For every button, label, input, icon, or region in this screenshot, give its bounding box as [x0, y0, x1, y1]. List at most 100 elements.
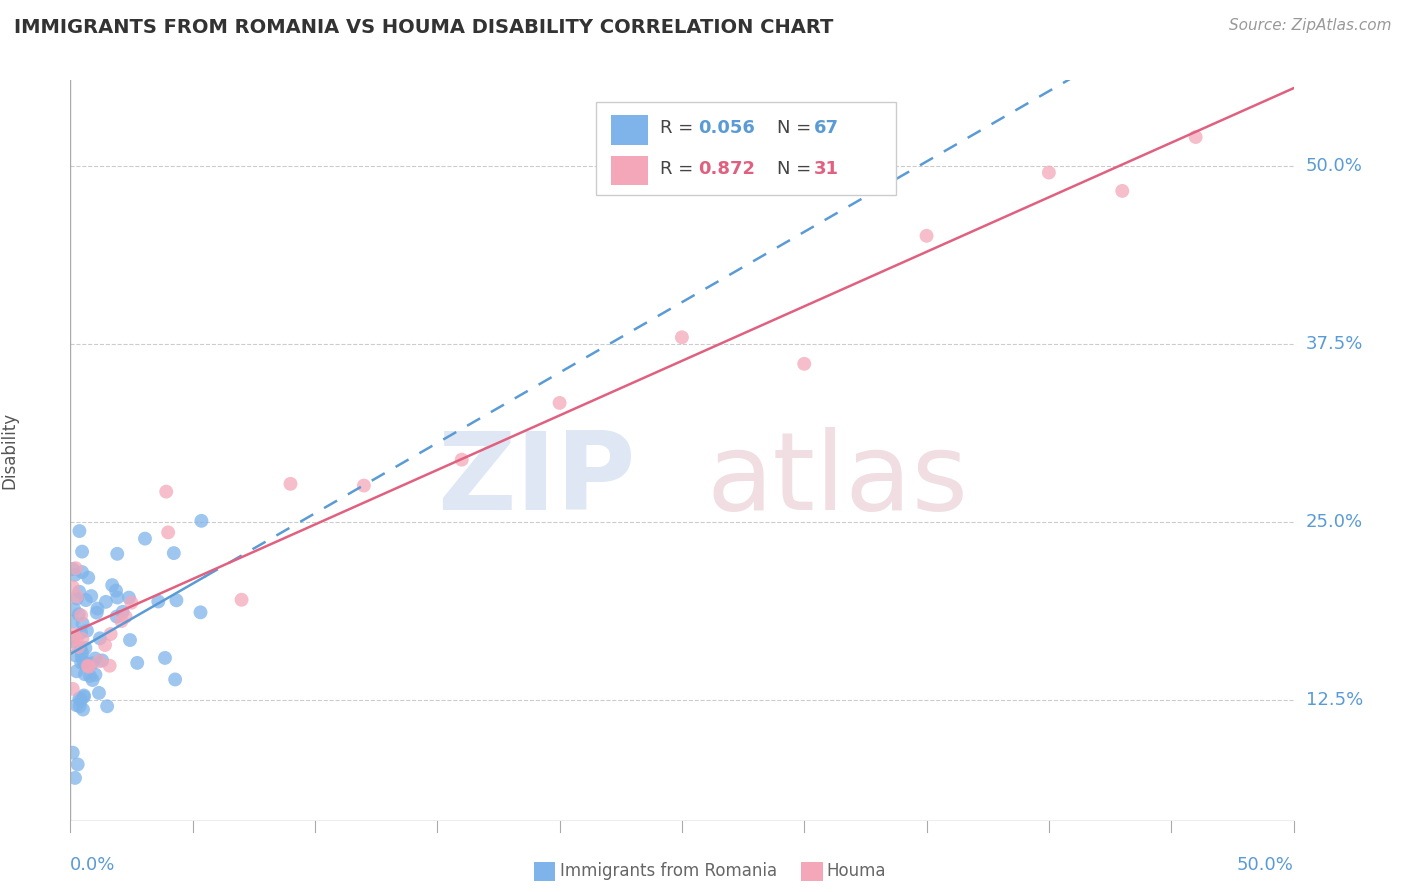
- Point: [153, 651, 176, 665]
- Point: [70, 648, 93, 663]
- Point: [77, 571, 100, 585]
- Point: [69, 641, 91, 656]
- Point: [66, 591, 89, 606]
- Text: 37.5%: 37.5%: [1306, 334, 1364, 352]
- Point: [75, 593, 97, 607]
- Text: Disability: Disability: [0, 412, 18, 489]
- Point: [62, 681, 84, 696]
- Text: R =: R =: [659, 120, 699, 137]
- Point: [94, 595, 117, 609]
- Point: [98, 658, 121, 673]
- Point: [67, 524, 90, 538]
- Point: [82, 673, 104, 687]
- Point: [87, 686, 110, 700]
- Point: [121, 596, 143, 610]
- Point: [155, 484, 177, 499]
- Point: [73, 667, 96, 681]
- Point: [671, 330, 693, 344]
- Point: [190, 605, 212, 619]
- Point: [70, 565, 93, 579]
- FancyBboxPatch shape: [596, 103, 896, 195]
- Point: [548, 396, 571, 410]
- Text: 67: 67: [814, 120, 839, 137]
- Point: [65, 561, 87, 575]
- Text: ZIP: ZIP: [437, 427, 636, 533]
- Text: 50.0%: 50.0%: [1237, 856, 1294, 874]
- Point: [76, 658, 98, 673]
- Point: [62, 631, 84, 645]
- Point: [134, 532, 156, 546]
- FancyBboxPatch shape: [612, 156, 648, 186]
- Point: [69, 699, 91, 714]
- Point: [62, 634, 84, 648]
- Text: 25.0%: 25.0%: [1306, 513, 1362, 531]
- Point: [69, 693, 91, 707]
- Point: [79, 669, 101, 683]
- Text: Immigrants from Romania: Immigrants from Romania: [560, 863, 776, 880]
- Point: [86, 601, 108, 615]
- Text: 50.0%: 50.0%: [1306, 157, 1362, 175]
- Point: [65, 698, 87, 713]
- Point: [165, 673, 187, 687]
- Point: [63, 568, 86, 582]
- Point: [100, 627, 122, 641]
- Point: [114, 609, 136, 624]
- Point: [163, 546, 186, 560]
- Point: [62, 627, 84, 641]
- Text: IMMIGRANTS FROM ROMANIA VS HOUMA DISABILITY CORRELATION CHART: IMMIGRANTS FROM ROMANIA VS HOUMA DISABIL…: [14, 18, 834, 37]
- Text: N =: N =: [778, 161, 817, 178]
- Point: [157, 525, 180, 540]
- Point: [1038, 165, 1060, 179]
- Point: [65, 632, 87, 647]
- Point: [62, 562, 84, 576]
- Text: atlas: atlas: [706, 427, 969, 533]
- Point: [66, 590, 89, 604]
- Text: N =: N =: [778, 120, 817, 137]
- Point: [62, 580, 84, 594]
- Point: [62, 615, 84, 629]
- Point: [96, 699, 118, 714]
- Point: [915, 228, 938, 243]
- Point: [65, 665, 87, 679]
- Point: [110, 614, 132, 628]
- Text: 0.0%: 0.0%: [70, 856, 115, 874]
- Point: [89, 654, 111, 668]
- Text: R =: R =: [659, 161, 699, 178]
- Text: Houma: Houma: [827, 863, 886, 880]
- Point: [73, 689, 96, 703]
- Point: [118, 591, 141, 605]
- Point: [190, 514, 212, 528]
- Point: [101, 578, 124, 592]
- Point: [73, 690, 96, 704]
- Point: [353, 478, 375, 492]
- Point: [148, 594, 170, 608]
- Point: [70, 656, 93, 670]
- Point: [89, 632, 111, 646]
- Point: [94, 638, 117, 652]
- Point: [77, 660, 100, 674]
- Point: [72, 655, 94, 669]
- Point: [73, 656, 96, 670]
- Text: 0.872: 0.872: [697, 161, 755, 178]
- Text: Source: ZipAtlas.com: Source: ZipAtlas.com: [1229, 18, 1392, 33]
- Text: 31: 31: [814, 161, 839, 178]
- Point: [118, 633, 141, 648]
- Point: [63, 771, 86, 785]
- Point: [105, 609, 128, 624]
- Text: 0.056: 0.056: [697, 120, 755, 137]
- Point: [165, 593, 187, 607]
- Point: [65, 648, 87, 663]
- Point: [70, 608, 93, 623]
- Point: [66, 757, 89, 772]
- Point: [105, 547, 128, 561]
- Point: [127, 656, 149, 670]
- Point: [80, 589, 103, 603]
- Point: [70, 625, 93, 640]
- Point: [75, 641, 97, 656]
- Point: [72, 632, 94, 646]
- Point: [80, 657, 103, 671]
- Point: [67, 640, 90, 654]
- Point: [1111, 184, 1133, 198]
- Text: 12.5%: 12.5%: [1306, 690, 1362, 708]
- Point: [72, 646, 94, 660]
